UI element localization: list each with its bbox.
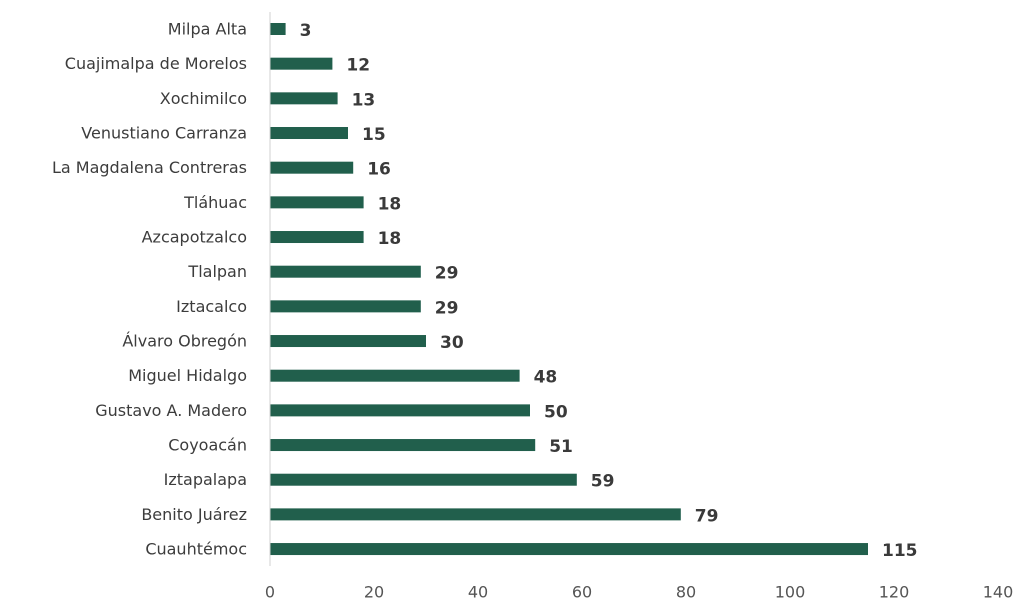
category-label: Iztapalapa bbox=[164, 470, 247, 489]
bar bbox=[270, 543, 868, 556]
category-label: La Magdalena Contreras bbox=[52, 158, 247, 177]
category-label: Xochimilco bbox=[160, 89, 247, 108]
bar bbox=[270, 57, 333, 70]
value-label: 29 bbox=[435, 298, 459, 318]
bar bbox=[270, 92, 338, 105]
bar bbox=[270, 404, 530, 417]
x-tick-label: 40 bbox=[468, 583, 488, 602]
category-label: Cuauhtémoc bbox=[145, 540, 247, 559]
value-label: 16 bbox=[367, 160, 391, 180]
bar bbox=[270, 508, 681, 521]
value-label: 18 bbox=[378, 194, 402, 214]
bar bbox=[270, 161, 354, 174]
category-label: Tláhuac bbox=[183, 193, 247, 212]
x-tick-label: 80 bbox=[676, 583, 696, 602]
category-label: Milpa Alta bbox=[168, 20, 247, 39]
category-labels: Milpa Alta Cuajimalpa de Morelos Xochimilc… bbox=[52, 20, 247, 559]
category-label: Azcapotzalco bbox=[142, 228, 247, 247]
value-label: 59 bbox=[591, 472, 615, 492]
x-tick-label: 60 bbox=[572, 583, 592, 602]
category-label: Gustavo A. Madero bbox=[95, 401, 247, 420]
category-label: Benito Juárez bbox=[141, 505, 247, 524]
bar bbox=[270, 231, 364, 244]
value-label: 29 bbox=[435, 264, 459, 284]
value-label: 79 bbox=[695, 506, 719, 526]
x-tick-label: 120 bbox=[879, 583, 910, 602]
value-label: 51 bbox=[549, 437, 573, 457]
bar bbox=[270, 127, 348, 140]
x-axis-ticks: 0 20 40 60 80 100 120 140 bbox=[265, 583, 1013, 602]
value-label: 115 bbox=[882, 541, 918, 561]
category-label: Álvaro Obregón bbox=[122, 332, 247, 351]
value-labels: 3 12 13 15 16 18 18 29 29 30 48 50 51 59 79 115 bbox=[300, 21, 918, 561]
value-label: 48 bbox=[534, 368, 558, 388]
bar bbox=[270, 335, 426, 348]
value-label: 15 bbox=[362, 125, 386, 145]
category-label: Miguel Hidalgo bbox=[128, 366, 247, 385]
value-label: 3 bbox=[300, 21, 312, 41]
value-label: 18 bbox=[378, 229, 402, 249]
x-tick-label: 20 bbox=[364, 583, 384, 602]
category-label: Cuajimalpa de Morelos bbox=[65, 54, 247, 73]
bar bbox=[270, 300, 421, 313]
bar bbox=[270, 196, 364, 209]
bar bbox=[270, 23, 286, 35]
x-tick-label: 140 bbox=[983, 583, 1014, 602]
bar bbox=[270, 473, 577, 486]
bar bbox=[270, 439, 536, 452]
category-label: Tlalpan bbox=[187, 262, 247, 281]
x-tick-label: 0 bbox=[265, 583, 275, 602]
category-label: Coyoacán bbox=[168, 436, 247, 455]
bars-group bbox=[270, 23, 868, 556]
x-tick-label: 100 bbox=[775, 583, 806, 602]
bar bbox=[270, 265, 421, 278]
category-label: Venustiano Carranza bbox=[81, 124, 247, 143]
value-label: 12 bbox=[346, 56, 370, 76]
category-label: Iztacalco bbox=[176, 297, 247, 316]
value-label: 50 bbox=[544, 402, 568, 422]
value-label: 13 bbox=[352, 90, 376, 110]
value-label: 30 bbox=[440, 333, 464, 353]
bar bbox=[270, 369, 520, 382]
